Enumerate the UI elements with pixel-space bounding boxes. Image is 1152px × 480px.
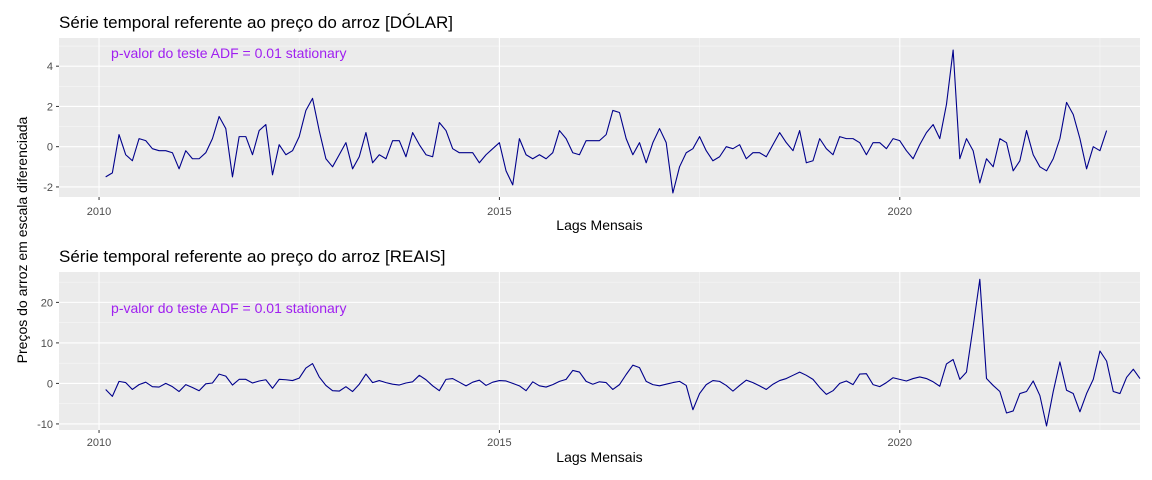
x-tick-label: 2020 [888, 437, 912, 449]
x-axis-label: Lags Mensais [556, 449, 642, 465]
x-tick-label: 2010 [87, 206, 111, 218]
chart-title: Série temporal referente ao preço do arr… [59, 247, 445, 266]
y-tick-label: 0 [47, 378, 53, 390]
adf-test-annotation: p-valor do teste ADF = 0.01 stationary [111, 45, 346, 61]
y-tick-label: 4 [47, 61, 53, 73]
chart-title: Série temporal referente ao preço do arr… [59, 13, 453, 32]
adf-test-annotation: p-valor do teste ADF = 0.01 stationary [111, 300, 346, 316]
x-tick-label: 2020 [888, 206, 912, 218]
y-tick-label: 10 [41, 338, 53, 350]
y-tick-label: 2 [47, 101, 53, 113]
y-tick-label: 20 [41, 297, 53, 309]
y-tick-label: -2 [43, 182, 53, 194]
x-tick-label: 2015 [487, 206, 511, 218]
x-tick-label: 2010 [87, 437, 111, 449]
chart-panel-reais: Série temporal referente ao preço do arr… [37, 247, 1140, 465]
x-axis-label: Lags Mensais [556, 217, 642, 233]
y-tick-label: -10 [37, 419, 53, 431]
y-axis-label: Preços do arroz em escala diferenciada [14, 116, 30, 363]
x-tick-label: 2015 [487, 437, 511, 449]
y-tick-label: 0 [47, 142, 53, 154]
chart-panel-dolar: Série temporal referente ao preço do arr… [43, 13, 1140, 233]
